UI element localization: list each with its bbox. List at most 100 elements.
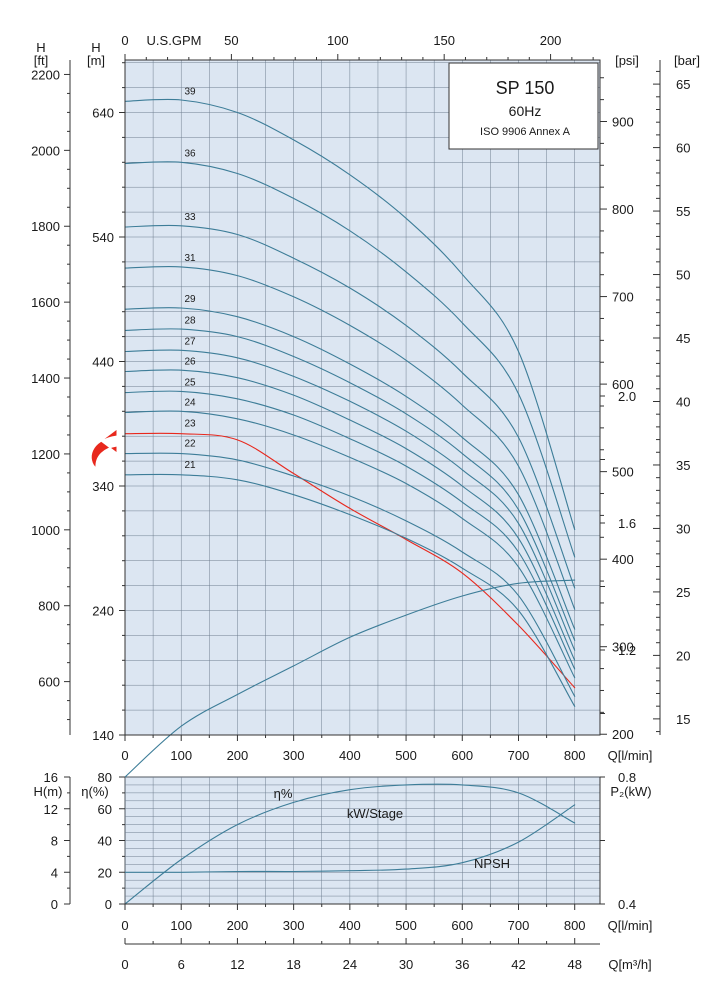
stage-curve-31 (124, 265, 576, 610)
m3h-tick-label: 48 (567, 957, 581, 972)
gpm-tick-label: 50 (224, 33, 238, 48)
stage-curve-29 (124, 307, 576, 630)
stage-label-22: 22 (184, 439, 196, 450)
stage-label-21: 21 (184, 460, 196, 471)
m-tick-label: 140 (92, 728, 114, 743)
bar-tick-label: 25 (676, 585, 690, 600)
lower-grid (124, 776, 600, 905)
lower-h-tick-label: 16 (44, 770, 58, 785)
h-ft-unit: [ft] (34, 53, 48, 68)
p2-tick-label: 1.6 (618, 516, 636, 531)
bar-tick-label: 65 (676, 77, 690, 92)
stage-curve-28 (124, 328, 576, 641)
p2-tick-label: 1.2 (618, 643, 636, 658)
q-tick-label-upper: 700 (508, 748, 530, 763)
stage-curve-36 (124, 161, 576, 558)
ft-tick-label: 2200 (31, 67, 60, 82)
m3h-tick-label: 12 (230, 957, 244, 972)
m3h-tick-label: 42 (511, 957, 525, 972)
psi-tick-label: 900 (612, 115, 634, 130)
stage-label-29: 29 (184, 294, 196, 305)
h-m-unit: [m] (87, 53, 105, 68)
q-tick-label-lower: 200 (227, 918, 249, 933)
stage-curve-33 (124, 224, 576, 589)
q-tick-label-upper: 500 (395, 748, 417, 763)
psi-label: [psi] (615, 53, 639, 68)
stage-label-31: 31 (184, 253, 196, 264)
h-ft-label: H (36, 40, 45, 55)
q-tick-label-upper: 200 (227, 748, 249, 763)
model-title: SP 150 (496, 78, 555, 98)
m-tick-label: 640 (92, 106, 114, 121)
psi-tick-label: 300 (612, 640, 634, 655)
bar-tick-label: 35 (676, 458, 690, 473)
stage-curve-24 (124, 410, 576, 679)
stage-label-39: 39 (184, 86, 196, 97)
gpm-label: U.S.GPM (147, 33, 202, 48)
m-tick-label: 540 (92, 230, 114, 245)
kw-curve-label: kW/Stage (347, 806, 403, 821)
psi-tick-label: 400 (612, 552, 634, 567)
stage-label-26: 26 (184, 356, 196, 367)
gpm-tick-label: 200 (540, 33, 562, 48)
bar-tick-label: 40 (676, 394, 690, 409)
gpm-tick-label: 0 (121, 33, 128, 48)
stage-label-28: 28 (184, 315, 196, 326)
head-curves (124, 98, 576, 707)
q-lmin-label-lower: Q[l/min] (608, 918, 653, 933)
stage-label-23: 23 (184, 419, 196, 430)
q-lmin-label-upper: Q[l/min] (608, 748, 653, 763)
q-tick-label-lower: 100 (170, 918, 192, 933)
bar-tick-label: 30 (676, 521, 690, 536)
bar-tick-label: 60 (676, 141, 690, 156)
lower-p2-label: P₂(kW) (610, 784, 651, 799)
m3h-tick-label: 18 (286, 957, 300, 972)
stage-curve-39 (124, 98, 576, 531)
bar-tick-label: 50 (676, 268, 690, 283)
m-tick-label: 340 (92, 479, 114, 494)
q-tick-label-upper: 400 (339, 748, 361, 763)
ft-tick-label: 1400 (31, 371, 60, 386)
npsh-curve-label: NPSH (474, 856, 510, 871)
ft-tick-label: 800 (38, 599, 60, 614)
m-tick-label: 240 (92, 604, 114, 619)
lower-curve-NPSH (124, 804, 576, 873)
efficiency-power-npsh-curves (124, 579, 576, 905)
psi-tick-label: 500 (612, 465, 634, 480)
ft-tick-label: 1600 (31, 295, 60, 310)
q-tick-label-lower: 0 (121, 918, 128, 933)
ft-tick-label: 1000 (31, 523, 60, 538)
h-m-label: H (91, 40, 100, 55)
m-tick-label: 440 (92, 355, 114, 370)
upper-plot-area (124, 59, 601, 736)
lower-curve-kW/Stage (124, 579, 576, 778)
psi-tick-label: 200 (612, 727, 634, 742)
stage-label-36: 36 (184, 149, 196, 160)
eta-tick-label: 20 (98, 865, 112, 880)
stage-labels: 39 36 33 31 29 28 27 26 25 24 23 22 21 (184, 86, 196, 471)
stage-curve-23 (124, 432, 576, 689)
stage-curve-26 (124, 369, 576, 661)
eta-tick-label: 40 (98, 834, 112, 849)
bar-tick-label: 20 (676, 648, 690, 663)
q-tick-label-lower: 400 (339, 918, 361, 933)
psi-tick-label: 600 (612, 377, 634, 392)
stage-curve-27 (124, 349, 576, 651)
stage-label-33: 33 (184, 212, 196, 223)
m3h-tick-label: 36 (455, 957, 469, 972)
eta-tick-label: 0 (105, 897, 112, 912)
q-tick-label-lower: 800 (564, 918, 586, 933)
lower-h-tick-label: 8 (51, 834, 58, 849)
p2-tick-label: 2.0 (618, 389, 636, 404)
stage-curve-22 (124, 452, 576, 697)
gpm-tick-label: 100 (327, 33, 349, 48)
ft-tick-label: 2000 (31, 143, 60, 158)
standard-label: ISO 9906 Annex A (480, 126, 571, 138)
tick-labels: 6008001000120014001600180020002200140240… (31, 33, 690, 972)
gpm-tick-label: 150 (433, 33, 455, 48)
axes (64, 54, 661, 945)
m3h-tick-label: 24 (343, 957, 357, 972)
q-tick-label-lower: 500 (395, 918, 417, 933)
